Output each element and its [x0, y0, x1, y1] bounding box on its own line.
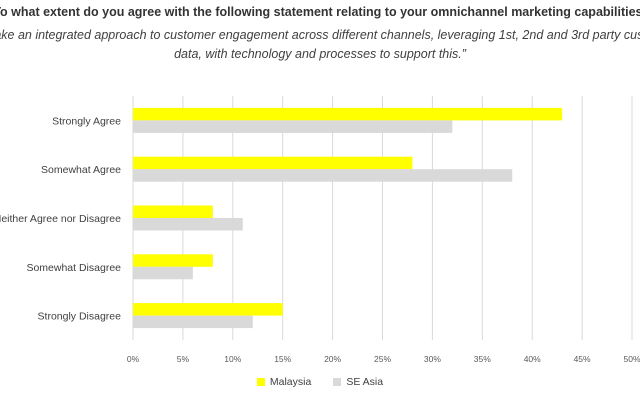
- category-label: Strongly Disagree: [38, 311, 122, 323]
- x-tick-label: 45%: [574, 354, 591, 364]
- x-tick-label: 25%: [374, 354, 391, 364]
- bar-se-asia: [133, 218, 243, 231]
- bar-se-asia: [133, 120, 453, 133]
- legend-swatch-se-asia: [333, 378, 342, 386]
- x-tick-label: 50%: [623, 354, 640, 364]
- bar-malaysia: [133, 254, 213, 267]
- x-tick-label: 5%: [177, 354, 190, 364]
- legend-label-se-asia: SE Asia: [346, 376, 384, 388]
- category-label: Strongly Agree: [52, 115, 121, 127]
- x-tick-label: 0%: [127, 354, 140, 364]
- bar-se-asia: [133, 266, 193, 280]
- bar-se-asia: [133, 169, 513, 182]
- chart-header: To what extent do you agree with the fol…: [0, 0, 640, 80]
- bar-malaysia: [133, 303, 283, 316]
- category-label: Somewhat Agree: [41, 164, 121, 176]
- bar-malaysia: [133, 156, 413, 170]
- x-tick-label: 10%: [224, 354, 241, 364]
- legend-label-malaysia: Malaysia: [269, 376, 312, 388]
- chart-title: To what extent do you agree with the fol…: [0, 5, 640, 19]
- bar-malaysia: [133, 107, 563, 121]
- chart-subtitle: “We take an integrated approach to custo…: [0, 28, 640, 61]
- category-label: Somewhat Disagree: [26, 262, 121, 274]
- x-tick-label: 35%: [474, 354, 491, 364]
- legend-swatch-malaysia: [256, 378, 265, 386]
- legend-item-se-asia: SE Asia: [333, 376, 383, 388]
- legend-item-malaysia: Malaysia: [256, 376, 312, 388]
- bar-se-asia: [133, 315, 253, 329]
- x-tick-label: 40%: [524, 354, 541, 364]
- x-tick-label: 15%: [274, 354, 291, 364]
- bar-chart: 0% 5% 10% 15% 20% 25% 30% 35% 40% 45% 50% Strongly …: [0, 96, 640, 364]
- x-tick-label: 30%: [424, 354, 441, 364]
- bar-malaysia: [133, 205, 213, 218]
- x-tick-label: 20%: [324, 354, 341, 364]
- chart-legend: Malaysia SE Asia: [0, 376, 640, 388]
- category-label: Neither Agree nor Disagree: [0, 213, 121, 225]
